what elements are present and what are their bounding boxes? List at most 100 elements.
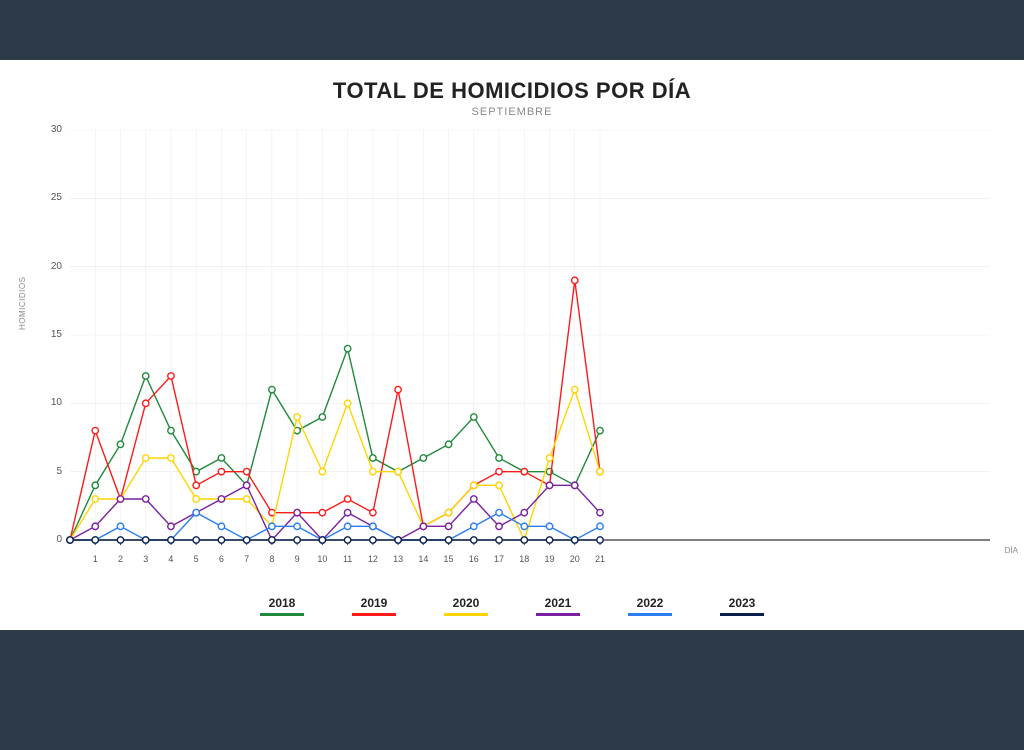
plot-area bbox=[70, 130, 990, 540]
series-marker bbox=[319, 537, 325, 543]
y-tick-label: 10 bbox=[40, 397, 62, 408]
series-marker bbox=[420, 455, 426, 461]
series-marker bbox=[471, 537, 477, 543]
legend-item-2020: 2020 bbox=[444, 596, 488, 616]
legend-label: 2018 bbox=[269, 596, 296, 610]
legend-item-2022: 2022 bbox=[628, 596, 672, 616]
series-marker bbox=[496, 455, 502, 461]
legend-swatch bbox=[536, 613, 580, 616]
series-marker bbox=[445, 441, 451, 447]
x-tick-label: 8 bbox=[262, 554, 282, 564]
x-tick-label: 9 bbox=[287, 554, 307, 564]
series-marker bbox=[344, 509, 350, 515]
legend-item-2018: 2018 bbox=[260, 596, 304, 616]
legend-swatch bbox=[628, 613, 672, 616]
legend-item-2021: 2021 bbox=[536, 596, 580, 616]
series-marker bbox=[521, 537, 527, 543]
series-marker bbox=[193, 537, 199, 543]
x-tick-label: 17 bbox=[489, 554, 509, 564]
series-marker bbox=[597, 427, 603, 433]
series-marker bbox=[370, 509, 376, 515]
series-marker bbox=[496, 523, 502, 529]
series-marker bbox=[117, 441, 123, 447]
series-marker bbox=[521, 523, 527, 529]
series-marker bbox=[420, 523, 426, 529]
series-marker bbox=[370, 455, 376, 461]
legend-item-2023: 2023 bbox=[720, 596, 764, 616]
series-marker bbox=[471, 414, 477, 420]
series-marker bbox=[92, 523, 98, 529]
series-marker bbox=[395, 468, 401, 474]
series-marker bbox=[471, 496, 477, 502]
series-marker bbox=[218, 455, 224, 461]
legend-item-2019: 2019 bbox=[352, 596, 396, 616]
legend-swatch bbox=[352, 613, 396, 616]
legend-swatch bbox=[720, 613, 764, 616]
x-tick-label: 11 bbox=[338, 554, 358, 564]
series-marker bbox=[572, 482, 578, 488]
series-marker bbox=[546, 455, 552, 461]
series-line-2020 bbox=[70, 390, 600, 540]
x-tick-label: 12 bbox=[363, 554, 383, 564]
series-marker bbox=[269, 537, 275, 543]
series-marker bbox=[193, 509, 199, 515]
series-marker bbox=[168, 373, 174, 379]
chart-panel: TOTAL DE HOMICIDIOS POR DÍA SEPTIEMBRE H… bbox=[0, 60, 1024, 630]
series-marker bbox=[117, 496, 123, 502]
x-tick-label: 14 bbox=[413, 554, 433, 564]
legend-label: 2019 bbox=[361, 596, 388, 610]
series-marker bbox=[344, 400, 350, 406]
x-tick-label: 21 bbox=[590, 554, 610, 564]
legend-label: 2022 bbox=[637, 596, 664, 610]
series-marker bbox=[546, 523, 552, 529]
legend-label: 2020 bbox=[453, 596, 480, 610]
series-marker bbox=[117, 523, 123, 529]
series-marker bbox=[92, 482, 98, 488]
y-tick-label: 30 bbox=[40, 124, 62, 135]
legend-label: 2023 bbox=[729, 596, 756, 610]
series-marker bbox=[597, 523, 603, 529]
series-marker bbox=[546, 537, 552, 543]
series-marker bbox=[420, 537, 426, 543]
series-marker bbox=[168, 537, 174, 543]
series-marker bbox=[445, 523, 451, 529]
y-tick-label: 15 bbox=[40, 329, 62, 340]
series-marker bbox=[521, 468, 527, 474]
series-marker bbox=[370, 468, 376, 474]
x-tick-label: 10 bbox=[312, 554, 332, 564]
x-tick-label: 6 bbox=[211, 554, 231, 564]
x-tick-label: 13 bbox=[388, 554, 408, 564]
series-marker bbox=[218, 523, 224, 529]
series-marker bbox=[319, 509, 325, 515]
series-marker bbox=[344, 537, 350, 543]
y-tick-label: 25 bbox=[40, 192, 62, 203]
legend-label: 2021 bbox=[545, 596, 572, 610]
series-marker bbox=[344, 523, 350, 529]
series-marker bbox=[496, 537, 502, 543]
series-marker bbox=[546, 482, 552, 488]
series-marker bbox=[143, 400, 149, 406]
series-marker bbox=[243, 537, 249, 543]
series-marker bbox=[168, 523, 174, 529]
series-marker bbox=[344, 345, 350, 351]
series-marker bbox=[243, 468, 249, 474]
series-marker bbox=[572, 537, 578, 543]
y-axis-label: HOMICIDIOS bbox=[18, 277, 27, 330]
series-marker bbox=[597, 509, 603, 515]
y-tick-label: 0 bbox=[40, 534, 62, 545]
series-marker bbox=[496, 482, 502, 488]
series-marker bbox=[496, 509, 502, 515]
series-marker bbox=[218, 537, 224, 543]
series-marker bbox=[117, 537, 123, 543]
series-marker bbox=[294, 523, 300, 529]
series-marker bbox=[319, 468, 325, 474]
series-marker bbox=[471, 482, 477, 488]
series-marker bbox=[319, 414, 325, 420]
series-marker bbox=[92, 496, 98, 502]
series-marker bbox=[67, 537, 73, 543]
x-tick-label: 18 bbox=[514, 554, 534, 564]
series-marker bbox=[218, 468, 224, 474]
x-tick-label: 4 bbox=[161, 554, 181, 564]
series-marker bbox=[597, 468, 603, 474]
series-marker bbox=[218, 496, 224, 502]
